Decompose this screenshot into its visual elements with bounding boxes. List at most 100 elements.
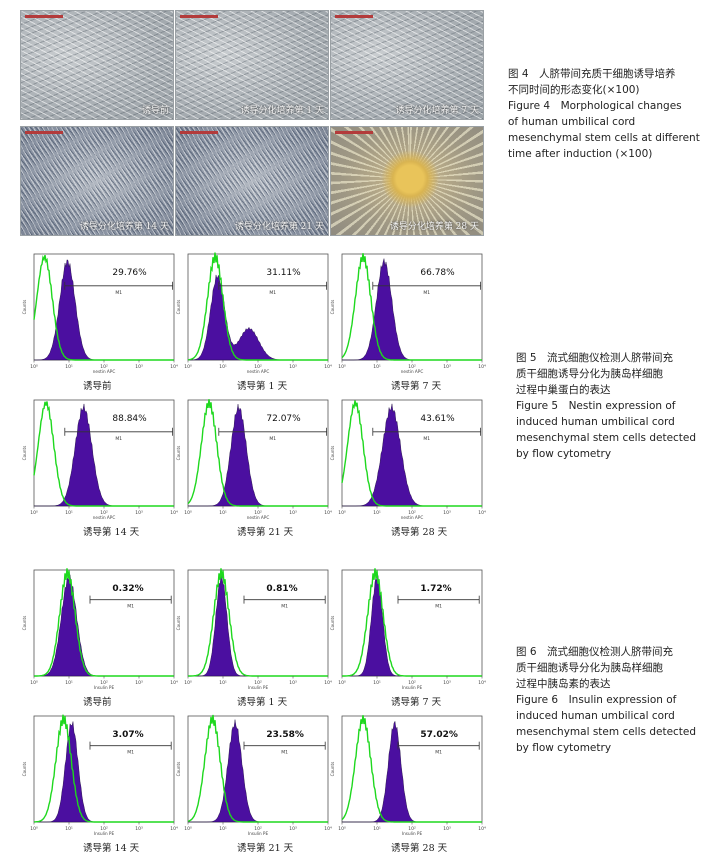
percent-label: 0.81%: [266, 583, 298, 594]
histogram-panel: M1 10⁰ 10¹ 10² 10³ 10⁴ nestin APC Counts 29.76% 诱…: [22, 250, 178, 392]
gate-label: M1: [127, 750, 134, 756]
y-axis-label: Counts: [176, 446, 181, 461]
y-axis-label: Counts: [330, 300, 335, 315]
histogram-panel: M1 10⁰ 10¹ 10² 10³ 10⁴ Insulin PE Counts 1.72% 诱导…: [330, 566, 486, 708]
y-axis-label: Counts: [330, 616, 335, 631]
scale-bar: [180, 15, 218, 18]
x-tick-label: 10²: [408, 364, 416, 370]
micrograph-label: 诱导分化培养第 21 天: [234, 222, 324, 232]
x-tick-label: 10³: [289, 510, 297, 516]
y-axis-label: Counts: [22, 616, 27, 631]
plot-frame: [341, 399, 483, 507]
x-tick-label: 10¹: [373, 364, 381, 370]
x-tick-label: 10³: [289, 826, 297, 832]
scale-bar: [335, 15, 373, 18]
percent-label: 66.78%: [420, 267, 455, 278]
percent-label: 31.11%: [266, 267, 301, 278]
histogram-plot: M1 10⁰ 10¹ 10² 10³ 10⁴ Insulin PE Counts: [22, 714, 178, 836]
x-tick-label: 10⁰: [184, 680, 192, 686]
percent-label: 88.84%: [112, 413, 147, 424]
x-axis-label: nestin APC: [247, 369, 270, 374]
y-axis-label: Counts: [22, 300, 27, 315]
x-axis-label: nestin APC: [93, 369, 116, 374]
plot-frame: [187, 715, 329, 823]
x-tick-label: 10²: [254, 510, 262, 516]
x-tick-label: 10⁴: [478, 510, 486, 516]
x-tick-label: 10³: [135, 826, 143, 832]
plot-frame: [341, 569, 483, 677]
x-tick-label: 10²: [408, 826, 416, 832]
histogram-plot: M1 10⁰ 10¹ 10² 10³ 10⁴ Insulin PE Counts: [176, 714, 332, 836]
sample-label: 诱导前: [83, 381, 112, 392]
x-tick-label: 10⁴: [324, 364, 332, 370]
figure6-caption: 图 6 流式细胞仪检测人脐带间充 质干细胞诱导分化为胰岛样细胞 过程中胰岛素的表…: [516, 644, 696, 756]
x-axis-label: nestin APC: [247, 515, 270, 520]
caption-line: 质干细胞诱导分化为胰岛样细胞: [516, 662, 663, 674]
sample-label: 诱导第 1 天: [237, 381, 288, 392]
x-tick-label: 10²: [254, 680, 262, 686]
micrograph-label: 诱导分化培养第 7 天: [395, 106, 479, 116]
sample-label: 诱导第 1 天: [237, 697, 288, 708]
x-tick-label: 10³: [443, 826, 451, 832]
x-tick-label: 10¹: [373, 510, 381, 516]
histogram-plot: M1 10⁰ 10¹ 10² 10³ 10⁴ nestin APC Counts: [22, 253, 178, 374]
x-tick-label: 10⁴: [478, 680, 486, 686]
x-tick-label: 10³: [443, 680, 451, 686]
x-tick-label: 10¹: [373, 680, 381, 686]
sample-label: 诱导第 28 天: [391, 527, 448, 538]
percent-label: 3.07%: [112, 729, 144, 740]
gate-label: M1: [281, 604, 288, 610]
caption-line: mesenchymal stem cells detected: [516, 432, 697, 444]
x-tick-label: 10⁰: [338, 364, 346, 370]
percent-label: 72.07%: [266, 413, 301, 424]
caption-line: by flow cytometry: [516, 448, 612, 460]
percent-label: 0.32%: [112, 583, 144, 594]
sample-label: 诱导第 21 天: [237, 843, 294, 854]
x-axis-label: Insulin PE: [402, 685, 423, 690]
caption-line: mesenchymal stem cells detected: [516, 726, 697, 738]
histogram-plot: M1 10⁰ 10¹ 10² 10³ 10⁴ Insulin PE Counts: [330, 715, 486, 836]
gate-label: M1: [435, 750, 442, 756]
x-tick-label: 10⁴: [170, 364, 178, 370]
histogram-plot: M1 10⁰ 10¹ 10² 10³ 10⁴ nestin APC Counts: [22, 399, 178, 520]
x-tick-label: 10²: [100, 826, 108, 832]
x-tick-label: 10¹: [219, 826, 227, 832]
caption-line: by flow cytometry: [516, 742, 612, 754]
x-tick-label: 10⁴: [170, 826, 178, 832]
x-tick-label: 10⁰: [338, 510, 346, 516]
micrograph-label: 诱导分化培养第 1 天: [240, 106, 324, 116]
histogram-plot: M1 10⁰ 10¹ 10² 10³ 10⁴ Insulin PE Counts: [22, 568, 178, 690]
caption-line: mesenchymal stem cells at different: [508, 132, 700, 144]
x-tick-label: 10⁰: [30, 826, 38, 832]
plot-frame: [33, 715, 175, 823]
micrograph-day7: 诱导分化培养第 7 天: [330, 10, 484, 120]
x-axis-label: nestin APC: [93, 515, 116, 520]
gate-label: M1: [423, 436, 430, 442]
x-tick-label: 10¹: [219, 680, 227, 686]
sample-label: 诱导第 7 天: [391, 381, 442, 392]
x-axis-label: Insulin PE: [94, 685, 115, 690]
x-tick-label: 10⁰: [338, 826, 346, 832]
histogram-plot: M1 10⁰ 10¹ 10² 10³ 10⁴ Insulin PE Counts: [176, 568, 332, 690]
y-axis-label: Counts: [330, 446, 335, 461]
sample-label: 诱导第 21 天: [237, 527, 294, 538]
plot-frame: [341, 715, 483, 823]
plot-frame: [187, 569, 329, 677]
x-tick-label: 10⁰: [184, 510, 192, 516]
percent-label: 23.58%: [266, 729, 304, 740]
histogram-panel: M1 10⁰ 10¹ 10² 10³ 10⁴ Insulin PE Counts 0.32% 诱导…: [22, 566, 178, 708]
x-tick-label: 10⁰: [30, 680, 38, 686]
x-axis-label: Insulin PE: [248, 831, 269, 836]
micrograph-day14: 诱导分化培养第 14 天: [20, 126, 174, 236]
sample-label: 诱导第 14 天: [83, 843, 140, 854]
histogram-panel: M1 10⁰ 10¹ 10² 10³ 10⁴ nestin APC Counts 72.07% 诱…: [176, 396, 332, 538]
gate-label: M1: [423, 290, 430, 296]
histogram-panel: M1 10⁰ 10¹ 10² 10³ 10⁴ Insulin PE Counts 0.81% 诱导…: [176, 566, 332, 708]
x-tick-label: 10⁰: [338, 680, 346, 686]
scale-bar: [25, 131, 63, 134]
histogram-panel: M1 10⁰ 10¹ 10² 10³ 10⁴ Insulin PE Counts 57.02% 诱…: [330, 712, 486, 854]
x-tick-label: 10⁰: [184, 826, 192, 832]
micrograph-label: 诱导前: [141, 106, 169, 116]
plot-frame: [33, 399, 175, 507]
plot-frame: [187, 399, 329, 507]
